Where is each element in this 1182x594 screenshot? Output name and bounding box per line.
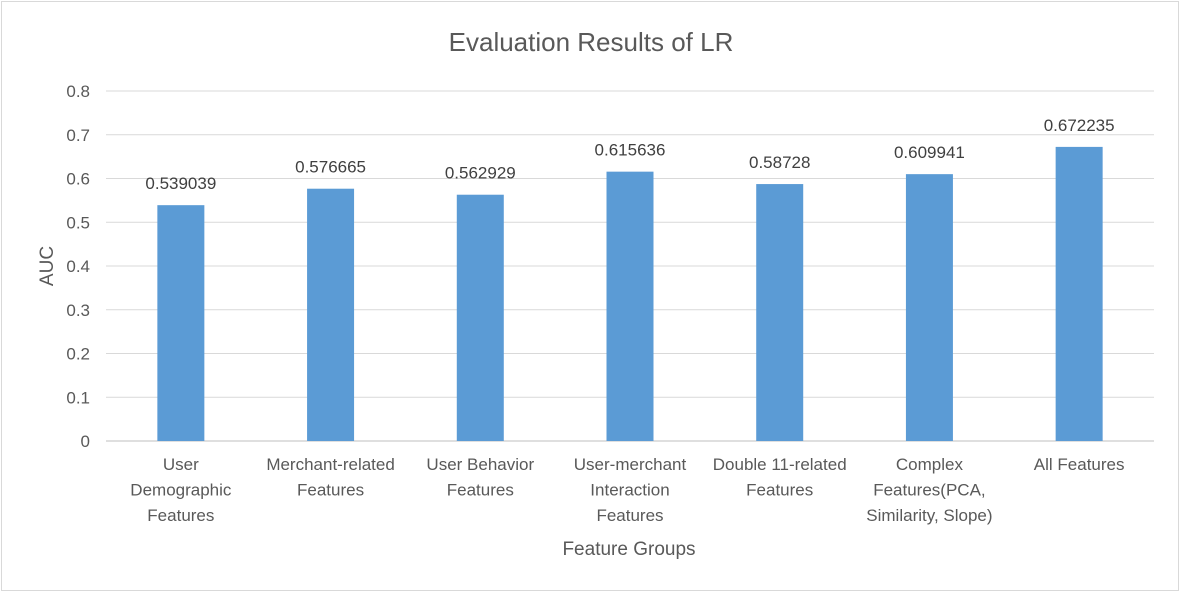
y-tick-label: 0 bbox=[81, 432, 90, 451]
x-category-label: User Behavior Features bbox=[426, 455, 534, 500]
y-axis-title: AUC bbox=[37, 246, 58, 286]
bar bbox=[456, 194, 504, 441]
x-category-label: User-merchant Interaction Features bbox=[574, 455, 687, 525]
x-category-label: All Features bbox=[1034, 455, 1125, 474]
data-label: 0.562929 bbox=[445, 164, 516, 183]
chart-title: Evaluation Results of LR bbox=[449, 27, 734, 57]
y-tick-label: 0.6 bbox=[66, 170, 90, 189]
bar bbox=[307, 188, 355, 441]
data-labels: 0.539039 0.576665 0.562929 0.615636 0.58728 0… bbox=[145, 116, 1114, 193]
bar bbox=[1055, 146, 1103, 441]
x-axis-title: Feature Groups bbox=[562, 539, 695, 560]
data-label: 0.615636 bbox=[595, 141, 666, 160]
x-category-label: User Demographic Features bbox=[130, 455, 232, 525]
y-tick-label: 0.4 bbox=[66, 257, 90, 276]
data-label: 0.58728 bbox=[749, 153, 810, 172]
bar bbox=[157, 205, 205, 441]
bars bbox=[157, 146, 1103, 442]
bar bbox=[756, 184, 804, 441]
y-tick-label: 0.3 bbox=[66, 301, 90, 320]
y-tick-label: 0.2 bbox=[66, 345, 90, 364]
bar bbox=[606, 171, 654, 442]
x-axis-categories: User Demographic Features Merchant-related F… bbox=[130, 455, 1124, 525]
y-tick-label: 0.5 bbox=[66, 213, 90, 232]
y-tick-label: 0.8 bbox=[66, 82, 90, 101]
data-label: 0.672235 bbox=[1044, 116, 1115, 135]
bar bbox=[905, 174, 953, 441]
x-category-label: Merchant-related Features bbox=[266, 455, 395, 500]
x-category-label: Double 11-related Features bbox=[713, 455, 847, 500]
y-axis-ticks: 0 0.1 0.2 0.3 0.4 0.5 0.6 0.7 0.8 bbox=[66, 82, 90, 451]
y-tick-label: 0.7 bbox=[66, 126, 90, 145]
y-tick-label: 0.1 bbox=[66, 388, 90, 407]
data-label: 0.609941 bbox=[894, 143, 965, 162]
x-category-label: Complex Features(PCA, Similarity, Slope) bbox=[866, 455, 992, 525]
data-label: 0.539039 bbox=[145, 174, 216, 193]
data-label: 0.576665 bbox=[295, 158, 366, 177]
